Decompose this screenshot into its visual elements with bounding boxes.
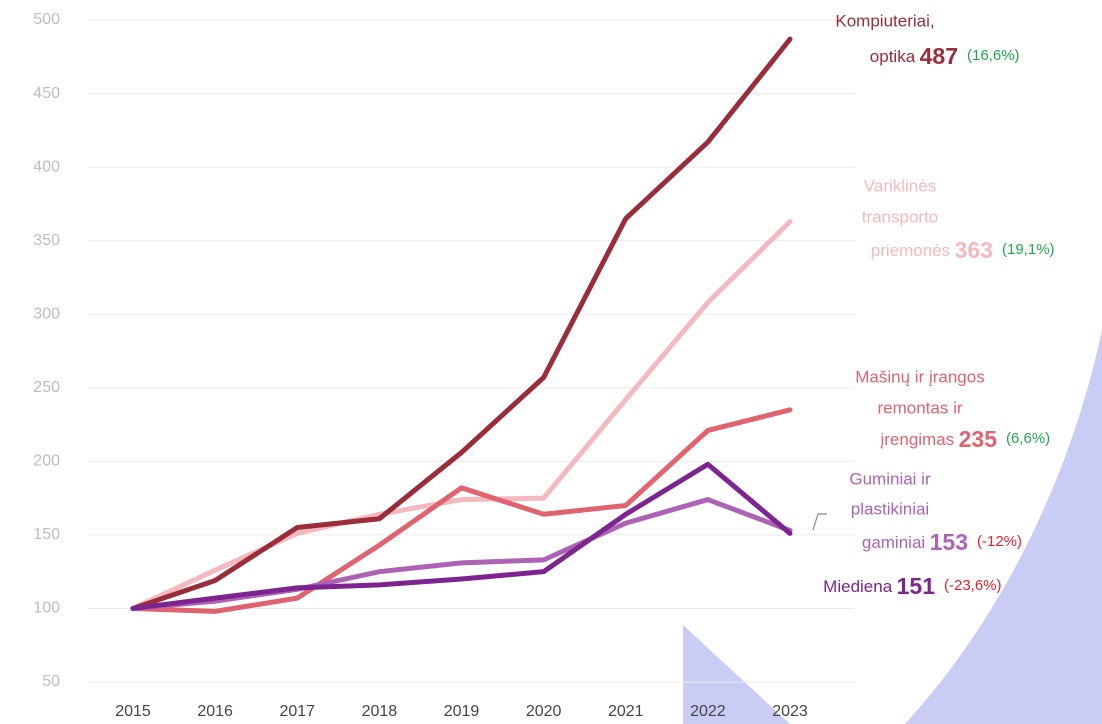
x-tick-label: 2019 bbox=[444, 703, 480, 720]
annotation-label: transporto bbox=[862, 207, 939, 226]
annotation-label: Variklinės bbox=[864, 176, 936, 195]
annotation-change: (-12%) bbox=[977, 533, 1022, 550]
annotation-change: (-23,6%) bbox=[944, 577, 1002, 594]
series-line bbox=[130, 461, 793, 611]
annotation-value: 153 bbox=[930, 529, 968, 555]
annotation-label: Mašinų ir įrangos bbox=[855, 367, 984, 386]
annotation-value: 363 bbox=[955, 237, 993, 263]
y-tick-label: 350 bbox=[33, 232, 60, 249]
decoration bbox=[683, 625, 790, 724]
y-tick-label: 100 bbox=[33, 600, 60, 617]
annotation-change: (19,1%) bbox=[1002, 241, 1055, 258]
annotation-value: 151 bbox=[897, 573, 936, 599]
y-tick-label: 200 bbox=[33, 453, 60, 470]
annotation-label: priemonės 363 bbox=[871, 237, 993, 263]
leader-line bbox=[812, 513, 827, 531]
y-tick-label: 250 bbox=[33, 379, 60, 396]
annotation-name: Miediena bbox=[823, 577, 893, 596]
annotation-label: remontas ir bbox=[877, 398, 962, 417]
annotation-name: priemonės bbox=[871, 241, 950, 260]
series-line bbox=[130, 407, 793, 614]
annotation-name: optika bbox=[870, 47, 916, 66]
y-tick-label: 500 bbox=[33, 11, 60, 28]
annotation-change: (16,6%) bbox=[967, 47, 1020, 64]
x-tick-label: 2021 bbox=[608, 703, 644, 720]
annotation-label: optika 487 bbox=[870, 43, 958, 69]
y-tick-label: 450 bbox=[33, 85, 60, 102]
y-tick-label: 400 bbox=[33, 158, 60, 175]
annotation-value: 487 bbox=[920, 43, 958, 69]
annotation-label: Miediena 151 bbox=[823, 573, 935, 599]
x-tick-label: 2020 bbox=[526, 703, 562, 720]
annotation-label: Kompiuteriai, bbox=[835, 11, 934, 30]
y-tick-label: 150 bbox=[33, 526, 60, 543]
series-line bbox=[130, 219, 793, 611]
decoration bbox=[905, 330, 1102, 724]
x-tick-label: 2016 bbox=[197, 703, 233, 720]
series-line bbox=[130, 497, 793, 611]
x-tick-label: 2022 bbox=[690, 703, 726, 720]
annotation-label: plastikiniai bbox=[851, 499, 929, 518]
annotation-label: įrengimas 235 bbox=[880, 426, 997, 452]
annotation-change: (6,6%) bbox=[1006, 430, 1050, 447]
x-tick-label: 2017 bbox=[279, 703, 315, 720]
x-tick-label: 2023 bbox=[772, 703, 808, 720]
y-tick-label: 50 bbox=[42, 673, 60, 690]
annotation-label: gaminiai 153 bbox=[862, 529, 968, 555]
annotation-label: Guminiai ir bbox=[849, 469, 931, 488]
annotation-name: gaminiai bbox=[862, 533, 925, 552]
annotation-value: 235 bbox=[959, 426, 998, 452]
x-tick-label: 2015 bbox=[115, 703, 151, 720]
annotation-name: įrengimas bbox=[880, 430, 954, 449]
series-line bbox=[130, 36, 793, 611]
x-tick-label: 2018 bbox=[362, 703, 398, 720]
y-tick-label: 300 bbox=[33, 305, 60, 322]
